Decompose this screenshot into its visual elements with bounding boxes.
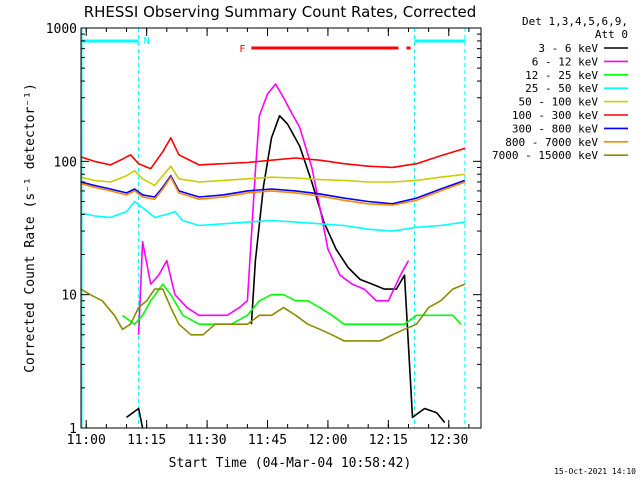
legend-entry-label: 50 - 100 keV bbox=[519, 96, 599, 109]
x-tick-label: 12:15 bbox=[369, 433, 408, 448]
y-tick-label: 1 bbox=[69, 422, 77, 437]
x-tick-label: 11:30 bbox=[188, 433, 227, 448]
legend-entry-label: 6 - 12 keV bbox=[532, 55, 599, 68]
axes: 11:00 11:15 11:30 11:45 12:00 12:15 12:30 1 10 10… bbox=[46, 22, 481, 448]
series-line-7000-15000keV bbox=[81, 283, 466, 342]
x-tick-label: 11:00 bbox=[67, 433, 106, 448]
flare-marker-label: F bbox=[239, 44, 245, 55]
x-tick-label: 11:45 bbox=[248, 433, 287, 448]
y-tick-label: 100 bbox=[54, 155, 77, 170]
x-axis-label: Start Time (04-Mar-04 10:58:42) bbox=[169, 456, 412, 471]
series-line-300-800keV bbox=[81, 174, 466, 205]
y-tick-label: 1000 bbox=[46, 22, 77, 37]
y-tick-label: 10 bbox=[61, 289, 77, 304]
x-tick-label: 12:30 bbox=[429, 433, 468, 448]
legend-entry-label: 25 - 50 keV bbox=[525, 82, 598, 95]
footer-timestamp: 15-Oct-2021 14:10 bbox=[554, 467, 636, 476]
plot-frame bbox=[80, 27, 482, 429]
legend-entry-label: 100 - 300 keV bbox=[512, 109, 598, 122]
series-line-3-6keV bbox=[126, 114, 446, 428]
y-axis-label: Corrected Count Rate (s⁻¹ detector⁻¹) bbox=[23, 83, 38, 373]
series-line-6-12keV bbox=[137, 83, 410, 335]
series-line-800-7000keV bbox=[81, 176, 466, 206]
legend-entry-label: 300 - 800 keV bbox=[512, 122, 598, 135]
legend-entry-label: 12 - 25 keV bbox=[525, 69, 598, 82]
legend-entry-label: 3 - 6 keV bbox=[538, 42, 598, 55]
plot-area: NF bbox=[80, 27, 482, 429]
legend-header-line-1: Det 1,3,4,5,6,9, bbox=[522, 15, 628, 28]
legend-entry-label: 800 - 7000 keV bbox=[505, 136, 598, 149]
x-tick-label: 11:15 bbox=[127, 433, 166, 448]
legend-header-line-2: Att 0 bbox=[595, 28, 628, 41]
series-line-50-100keV bbox=[81, 165, 465, 187]
series-line-12-25keV bbox=[122, 283, 462, 325]
series-line-100-300keV bbox=[81, 137, 466, 170]
night-marker-label: N bbox=[144, 36, 150, 47]
series-layer bbox=[81, 83, 466, 428]
chart-title: RHESSI Observing Summary Count Rates, Co… bbox=[84, 3, 477, 21]
legend-entry-label: 7000 - 15000 keV bbox=[492, 149, 598, 162]
series-line-25-50keV bbox=[81, 200, 466, 232]
x-tick-label: 12:00 bbox=[308, 433, 347, 448]
